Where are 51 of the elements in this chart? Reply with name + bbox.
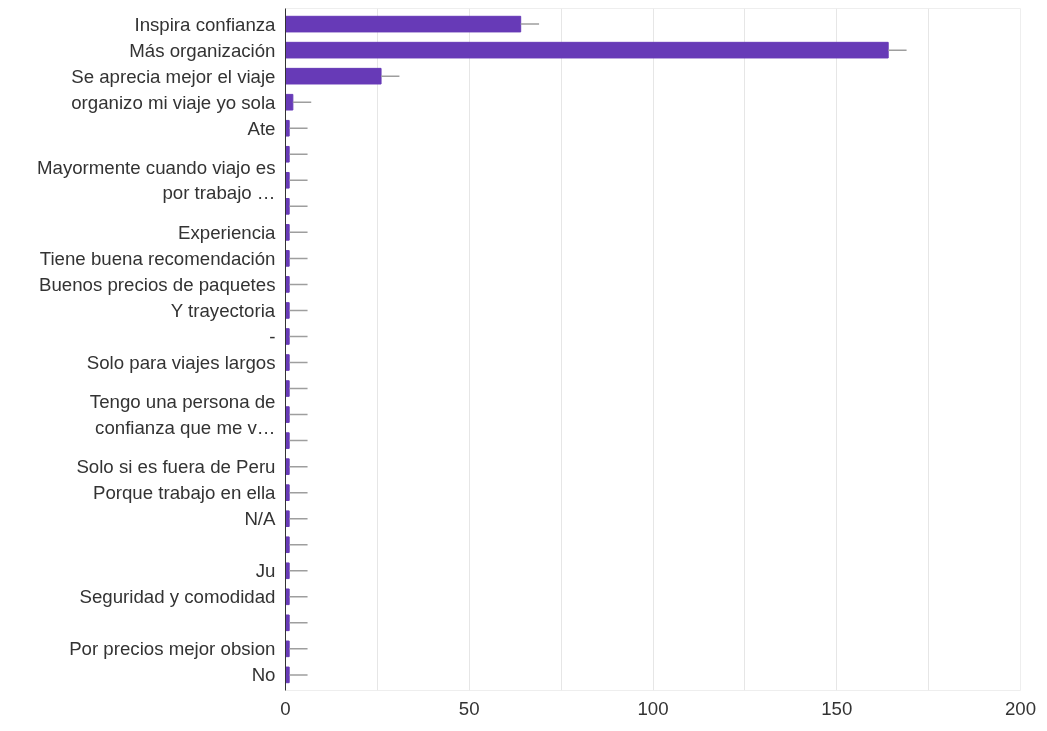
- y-tick-label: Mayormente cuando viajo es por trabajo …: [36, 157, 276, 204]
- bar: [285, 67, 382, 85]
- y-tick-label: Seguridad y comodidad: [79, 586, 276, 608]
- bar: [285, 171, 290, 189]
- y-tick-label: Solo si es fuera de Peru: [76, 456, 276, 478]
- bar: [285, 15, 522, 33]
- x-tick-label: 50: [458, 697, 480, 719]
- y-tick-label: Ate: [247, 117, 276, 139]
- y-tick-label: Más organización: [129, 39, 276, 61]
- y-tick-label: Solo para viajes largos: [86, 352, 276, 374]
- bar: [285, 198, 290, 215]
- bar: [285, 250, 290, 267]
- bar: [285, 302, 290, 319]
- bar: [285, 41, 889, 59]
- bar: [285, 328, 290, 345]
- bar: [285, 614, 290, 632]
- bar: [285, 406, 290, 423]
- bar: [285, 562, 290, 580]
- bar: [285, 484, 290, 501]
- bar: [285, 588, 290, 606]
- bar: [285, 432, 290, 449]
- y-tick-label: Tiene buena recomendación: [39, 247, 276, 269]
- bar: [285, 380, 290, 397]
- bar: [285, 224, 290, 241]
- y-tick-label: No: [251, 664, 276, 686]
- bar: [285, 276, 290, 293]
- bar: [285, 510, 290, 528]
- y-tick-label: Tengo una persona de confianza que me v…: [89, 391, 276, 438]
- bar: [285, 145, 290, 163]
- y-tick-label: organizo mi viaje yo sola: [71, 91, 277, 113]
- y-tick-label: Ju: [255, 560, 276, 582]
- bar: [285, 666, 290, 684]
- bar: [285, 354, 290, 371]
- x-tick-label: 200: [1004, 697, 1037, 719]
- bar: [285, 93, 294, 111]
- x-tick-label: 0: [280, 697, 291, 719]
- y-tick-label: Se aprecia mejor el viaje: [71, 65, 276, 87]
- bar: [285, 119, 290, 137]
- y-tick-label: -: [269, 325, 276, 347]
- x-tick-label: 100: [637, 697, 669, 719]
- y-tick-label: Inspira confianza: [134, 13, 277, 35]
- y-tick-label: Porque trabajo en ella: [92, 482, 277, 504]
- y-tick-label: N/A: [244, 508, 277, 530]
- y-tick-label: Buenos precios de paquetes: [39, 273, 276, 295]
- y-tick-label: Experiencia: [178, 221, 277, 243]
- x-tick-label: 150: [821, 697, 853, 719]
- bar: [285, 536, 290, 554]
- y-tick-label: Por precios mejor obsion: [69, 638, 276, 660]
- bar: [285, 640, 290, 658]
- bar: [285, 458, 290, 475]
- y-tick-label: Y trayectoria: [170, 299, 276, 321]
